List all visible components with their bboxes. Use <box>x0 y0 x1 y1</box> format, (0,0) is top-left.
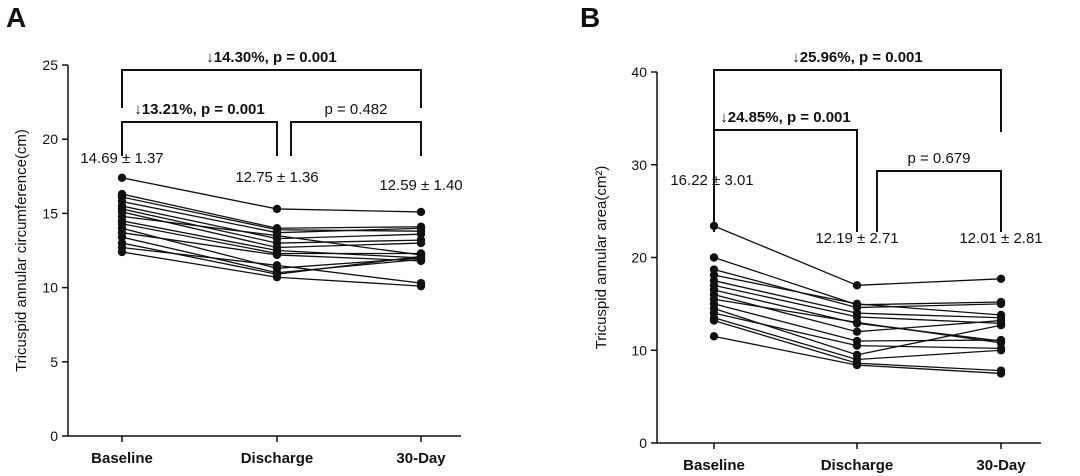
bracket-annotation: p = 0.482 <box>325 101 388 118</box>
panel-a-chart: 0 5 10 15 20 25 Tricuspid annular circumferenc… <box>13 49 463 467</box>
bracket-annotation: ↓25.96%, p = 0.001 <box>792 49 923 66</box>
x-category-label: Baseline <box>91 450 153 467</box>
data-point <box>272 261 282 270</box>
x-category-label: Discharge <box>821 457 894 474</box>
data-point <box>852 299 862 309</box>
x-category-label: 30-Day <box>396 450 446 467</box>
series-line <box>121 251 422 287</box>
y-tick-label: 20 <box>631 250 647 266</box>
y-tick-label: 0 <box>639 435 647 451</box>
data-point <box>117 247 127 257</box>
data-point <box>416 229 426 239</box>
data-point <box>996 274 1006 284</box>
y-tick-label: 10 <box>631 342 647 358</box>
data-point <box>272 273 282 282</box>
y-tick-label: 10 <box>42 280 58 296</box>
data-point <box>416 207 426 217</box>
bracket-annotation: p = 0.679 <box>908 150 971 167</box>
x-category-label: Discharge <box>241 450 314 467</box>
data-point <box>996 335 1006 345</box>
x-category-label: Baseline <box>683 457 745 474</box>
stat-label: 16.22 ± 3.01 <box>670 172 753 189</box>
data-point <box>117 173 127 182</box>
bracket-annotation: ↓13.21%, p = 0.001 <box>134 101 265 118</box>
data-point <box>996 369 1006 378</box>
stat-label: 12.19 ± 2.71 <box>815 230 898 247</box>
stat-label: 12.01 ± 2.81 <box>959 230 1042 247</box>
data-point <box>996 346 1006 355</box>
y-tick-label: 5 <box>50 354 58 370</box>
stat-label: 12.75 ± 1.36 <box>235 169 318 186</box>
data-point <box>117 232 127 242</box>
significance-bracket <box>121 121 278 156</box>
significance-bracket <box>290 121 422 156</box>
significance-bracket <box>876 170 1002 232</box>
bracket-annotation: ↓14.30%, p = 0.001 <box>206 49 337 66</box>
significance-bracket <box>121 69 422 108</box>
data-point <box>709 332 719 341</box>
series-line <box>121 196 422 232</box>
data-point <box>272 204 282 214</box>
data-point <box>852 318 862 327</box>
panel-b-chart: 0 10 20 30 40 Tricuspid annular area(cm²) Base… <box>593 49 1043 474</box>
x-category-label: 30-Day <box>976 457 1026 474</box>
y-tick-label: 40 <box>631 64 647 80</box>
data-point <box>272 231 282 240</box>
bracket-annotation: ↓24.85%, p = 0.001 <box>720 109 851 126</box>
y-tick-label: 20 <box>42 131 58 147</box>
data-point <box>996 321 1006 330</box>
data-point <box>996 299 1006 309</box>
data-point <box>416 224 426 233</box>
y-tick-label: 0 <box>50 428 58 444</box>
data-point <box>416 281 426 291</box>
stat-label: 14.69 ± 1.37 <box>80 150 163 167</box>
data-point <box>709 316 719 325</box>
y-tick-label: 15 <box>42 205 58 221</box>
data-point <box>272 250 282 260</box>
significance-bracket <box>713 69 1002 132</box>
data-point <box>416 252 426 261</box>
significance-bracket <box>713 129 858 232</box>
y-axis-title: Tricuspid annular circumference(cm) <box>13 129 30 372</box>
panel-a-letter: A <box>6 2 26 33</box>
y-tick-label: 25 <box>42 57 58 73</box>
y-tick-label: 30 <box>631 157 647 173</box>
stat-label: 12.59 ± 1.40 <box>379 177 462 194</box>
data-point <box>852 327 862 336</box>
data-point <box>416 238 426 248</box>
data-point <box>852 281 862 290</box>
data-point <box>852 360 862 370</box>
data-point <box>709 253 719 262</box>
data-point <box>852 341 862 350</box>
panel-b-letter: B <box>580 2 600 33</box>
y-axis-title: Tricuspid annular area(cm²) <box>593 166 610 350</box>
